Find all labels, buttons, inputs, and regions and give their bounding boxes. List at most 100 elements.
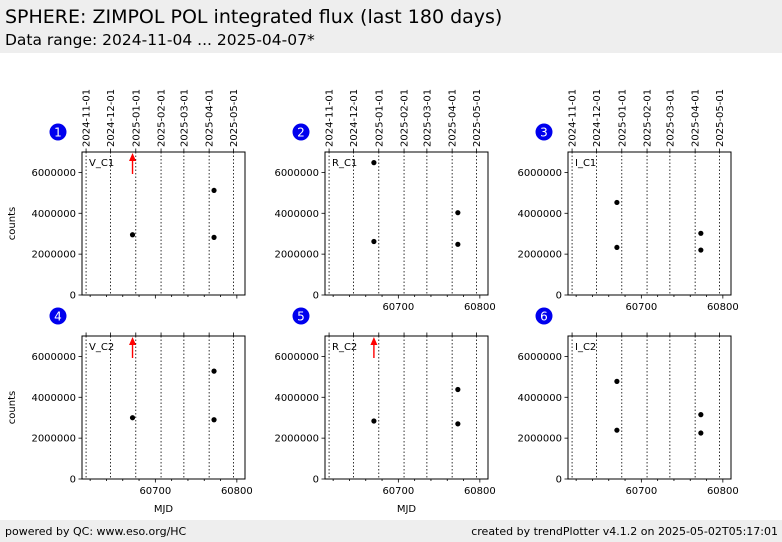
date-tick-label: 2024-12-01	[349, 89, 360, 147]
data-point	[698, 230, 704, 236]
header-bar: SPHERE: ZIMPOL POL integrated flux (last…	[0, 0, 782, 53]
date-tick-label: 2024-12-01	[106, 89, 117, 147]
series-label: V_C1	[89, 158, 114, 169]
data-point	[211, 234, 217, 240]
chart-panel-6	[535, 307, 732, 483]
series-label: R_C2	[332, 342, 357, 353]
x-tick-label: 60700	[382, 302, 414, 313]
y-tick-label: 2000000	[31, 250, 76, 261]
y-tick-label: 2000000	[274, 250, 319, 261]
series-label: I_C2	[575, 342, 596, 353]
date-tick-label: 2025-05-01	[472, 89, 483, 147]
data-point	[455, 421, 461, 427]
date-tick-label: 2025-03-01	[422, 89, 433, 147]
y-tick-label: 4000000	[274, 393, 319, 404]
x-tick-label: 60800	[464, 486, 496, 497]
x-tick-label: 60700	[382, 486, 414, 497]
data-point	[371, 238, 377, 245]
page-subtitle: Data range: 2024-11-04 ... 2025-04-07*	[5, 31, 315, 49]
y-tick-label: 6000000	[31, 352, 76, 363]
y-tick-label: 0	[313, 475, 319, 486]
y-tick-label: 4000000	[31, 393, 76, 404]
y-tick-label: 4000000	[517, 209, 562, 220]
plot-frame	[567, 151, 732, 296]
data-point	[614, 378, 620, 384]
date-tick-label: 2025-02-01	[643, 89, 654, 147]
data-point	[698, 247, 704, 253]
y-tick-label: 2000000	[517, 434, 562, 445]
date-tick-label: 2025-03-01	[179, 89, 190, 147]
data-point	[211, 368, 217, 374]
x-tick-label: 60800	[221, 486, 253, 497]
out-of-range-arrow-head	[129, 153, 137, 161]
y-tick-label: 6000000	[274, 352, 319, 363]
date-tick-label: 2024-11-01	[325, 89, 336, 147]
y-tick-label: 2000000	[517, 250, 562, 261]
footer-bar: powered by QC: www.eso.org/HC created by…	[0, 520, 782, 542]
data-point	[698, 412, 704, 418]
panel-number: 1	[54, 126, 62, 140]
panel-badge	[535, 123, 553, 141]
chart-panel-2	[292, 123, 489, 299]
y-tick-label: 0	[313, 291, 319, 302]
y-tick-label: 6000000	[517, 352, 562, 363]
data-point	[455, 210, 461, 216]
panel-number: 6	[540, 310, 548, 324]
date-tick-label: 2025-04-01	[205, 89, 216, 147]
out-of-range-arrow-head	[370, 337, 378, 345]
x-tick-label: 60700	[625, 486, 657, 497]
x-tick-label: 60700	[625, 302, 657, 313]
x-axis-label: MJD	[397, 504, 417, 515]
plot-frame	[324, 151, 489, 296]
date-tick-label: 2025-01-01	[617, 89, 628, 147]
series-label: V_C2	[89, 342, 114, 353]
series-label: R_C1	[332, 158, 357, 169]
y-tick-label: 2000000	[274, 434, 319, 445]
panel-badge	[49, 123, 67, 141]
x-axis-label: MJD	[154, 504, 174, 515]
date-tick-label: 2025-04-01	[691, 89, 702, 147]
chart-panel-4	[49, 307, 246, 483]
plot-frame	[567, 335, 732, 480]
date-tick-label: 2025-03-01	[665, 89, 676, 147]
date-tick-label: 2025-05-01	[715, 89, 726, 147]
data-point	[371, 418, 377, 424]
chart-panel-3	[535, 123, 732, 299]
data-point	[614, 427, 620, 433]
y-tick-label: 4000000	[31, 209, 76, 220]
x-tick-label: 60800	[707, 302, 739, 313]
date-tick-label: 2025-04-01	[448, 89, 459, 147]
plot-frame	[324, 335, 489, 480]
plot-frame	[81, 151, 246, 296]
plot-frame	[81, 335, 246, 480]
y-tick-label: 0	[70, 475, 76, 486]
panel-number: 3	[540, 126, 548, 140]
date-tick-label: 2025-01-01	[374, 89, 385, 147]
y-tick-label: 0	[556, 291, 562, 302]
date-tick-label: 2024-12-01	[592, 89, 603, 147]
data-point	[371, 160, 377, 166]
date-tick-label: 2024-11-01	[82, 89, 93, 147]
date-tick-label: 2025-05-01	[229, 89, 240, 147]
y-tick-label: 4000000	[517, 393, 562, 404]
y-tick-label: 2000000	[31, 434, 76, 445]
footer-credit: powered by QC: www.eso.org/HC	[5, 525, 187, 538]
data-point	[455, 241, 461, 247]
out-of-range-arrow-head	[129, 337, 137, 345]
panel-badge	[49, 307, 67, 325]
data-point	[129, 232, 136, 238]
y-tick-label: 0	[70, 291, 76, 302]
panel-badge	[535, 307, 553, 325]
page-title: SPHERE: ZIMPOL POL integrated flux (last…	[5, 6, 503, 28]
y-axis-label: counts	[7, 391, 18, 424]
y-tick-label: 0	[556, 475, 562, 486]
y-axis-label: counts	[7, 207, 18, 240]
x-tick-label: 60800	[707, 486, 739, 497]
data-point	[211, 417, 217, 423]
series-label: I_C1	[575, 158, 596, 169]
panel-badge	[292, 307, 310, 325]
data-point	[211, 187, 217, 194]
x-tick-label: 60700	[139, 486, 171, 497]
date-tick-label: 2025-01-01	[131, 89, 142, 147]
